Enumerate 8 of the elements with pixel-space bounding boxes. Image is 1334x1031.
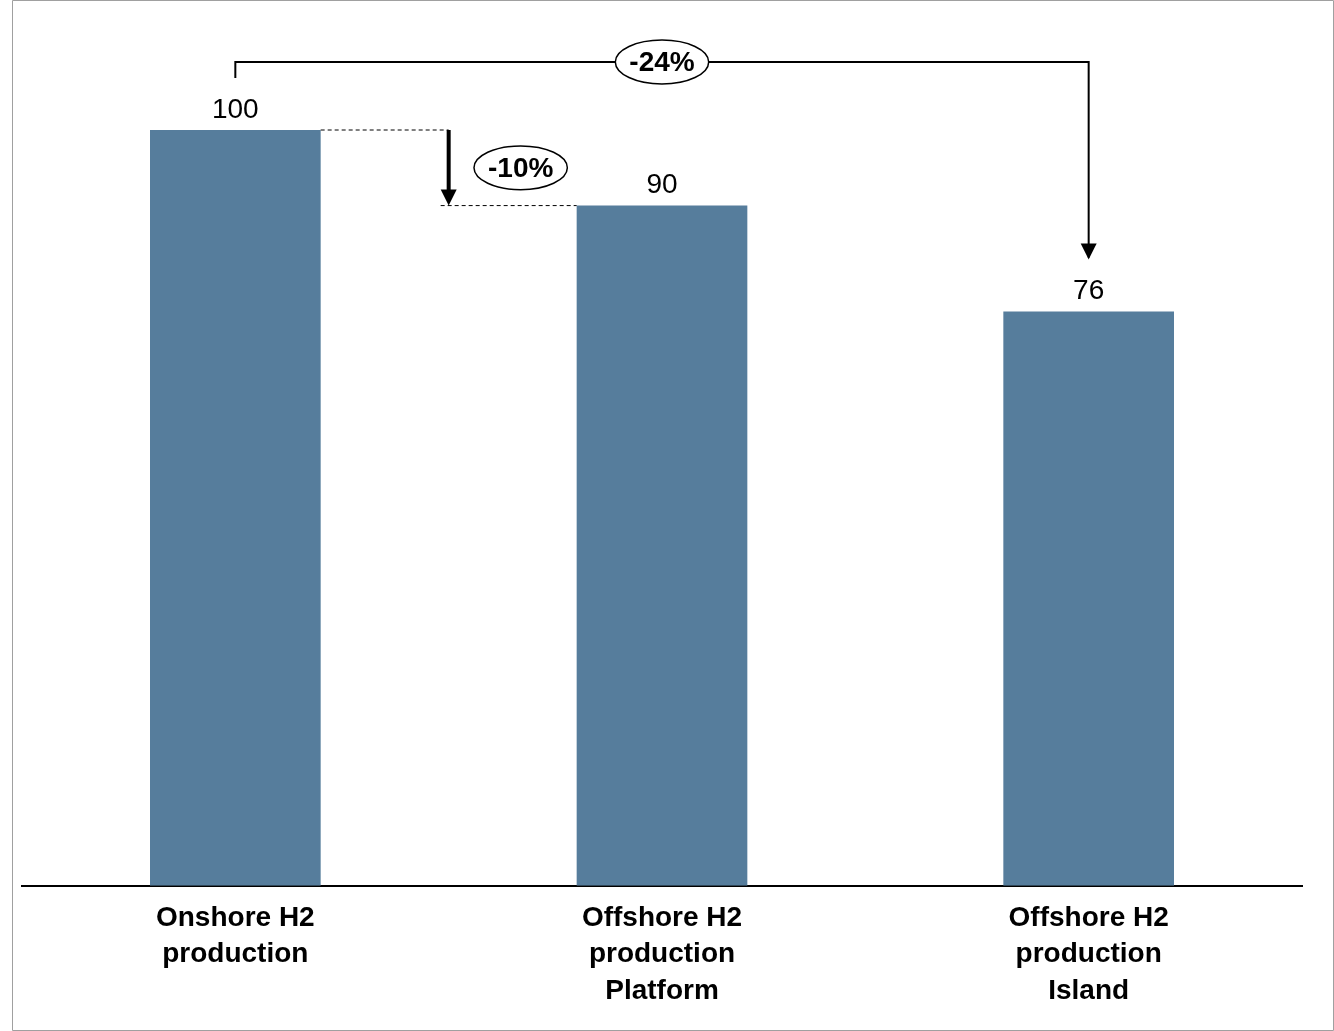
- data-label: 100: [211, 92, 259, 124]
- data-label: 76: [1073, 274, 1105, 306]
- text: -24%: [629, 45, 695, 77]
- x-tick-label: Offshore H2 production Island: [1008, 900, 1169, 1005]
- annotation: -10%: [487, 151, 554, 183]
- data-label: 90: [646, 168, 678, 200]
- x-tick-label: Onshore H2 production: [155, 900, 315, 969]
- x-tick-label: Offshore H2 production Platform: [581, 900, 743, 1005]
